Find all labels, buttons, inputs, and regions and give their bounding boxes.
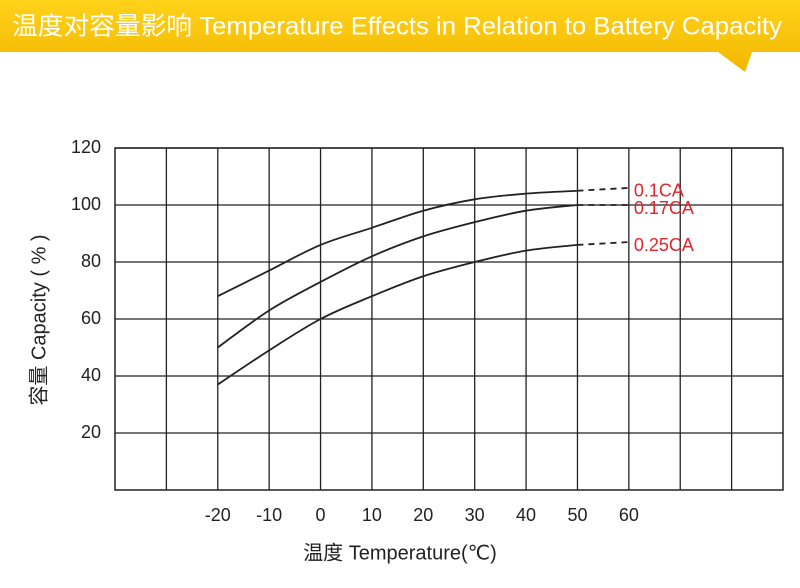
series-line: [217, 189, 578, 298]
x-axis-label: 温度 Temperature(℃): [303, 541, 497, 564]
y-tick-label: 120: [71, 137, 101, 157]
x-tick-label: 0: [316, 505, 326, 525]
chart-title: 温度对容量影响 Temperature Effects in Relation …: [12, 13, 783, 41]
x-tick-label: 10: [362, 505, 382, 525]
x-tick-label: 40: [516, 505, 536, 525]
y-tick-label: 100: [71, 194, 101, 214]
series-line-dashed: [577, 187, 629, 192]
series-line-dashed: [577, 241, 629, 246]
series-label: 0.25CA: [634, 235, 694, 255]
x-tick-label: 50: [567, 505, 587, 525]
y-tick-label: 40: [81, 365, 101, 385]
series-line: [217, 204, 578, 349]
y-tick-label: 60: [81, 308, 101, 328]
x-tick-label: -10: [256, 505, 282, 525]
x-tick-label: 60: [619, 505, 639, 525]
x-tick-label: 30: [465, 505, 485, 525]
series-line: [217, 244, 578, 386]
title-banner: [0, 0, 800, 72]
series-label: 0.17CA: [634, 198, 694, 218]
x-tick-label: -20: [205, 505, 231, 525]
y-tick-label: 80: [81, 251, 101, 271]
series-label: 0.1CA: [634, 181, 684, 201]
y-tick-label: 20: [81, 422, 101, 442]
y-axis-label: 容量 Capacity ( % ): [27, 234, 50, 405]
x-tick-label: 20: [413, 505, 433, 525]
